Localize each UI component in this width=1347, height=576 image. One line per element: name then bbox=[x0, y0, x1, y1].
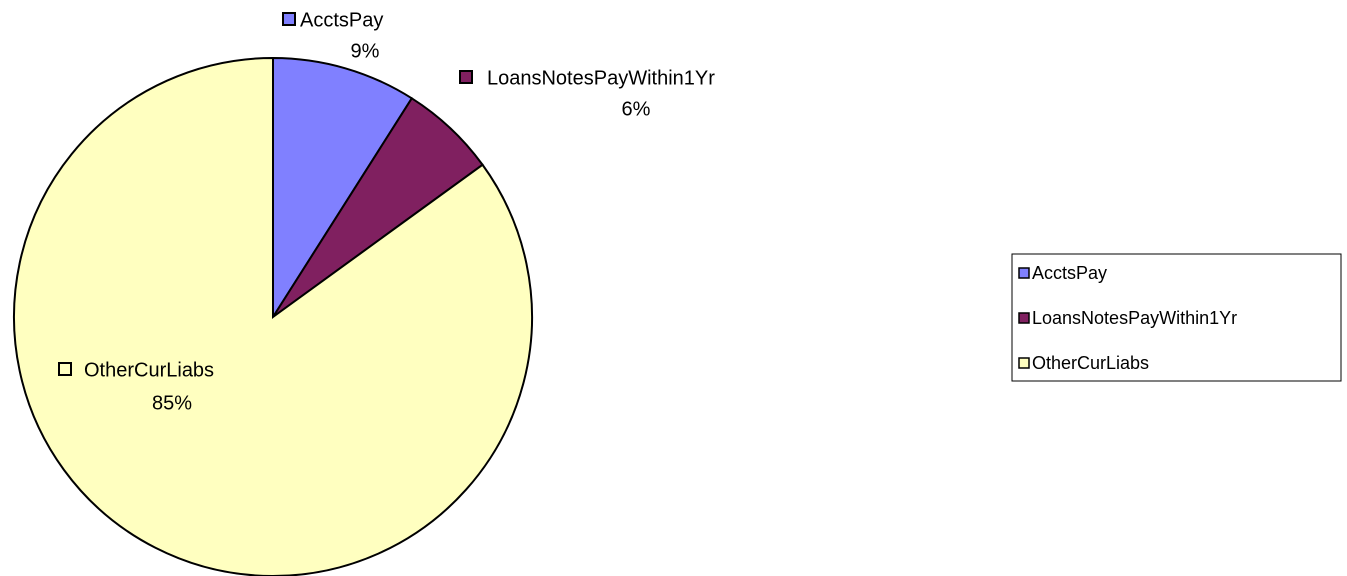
legend-label: AcctsPay bbox=[1032, 263, 1107, 283]
legend-label: LoansNotesPayWithin1Yr bbox=[1032, 308, 1237, 328]
data-label-value: 9% bbox=[351, 40, 380, 62]
data-label-value: 6% bbox=[622, 98, 651, 120]
data-label-name: OtherCurLiabs bbox=[84, 359, 214, 381]
legend-key bbox=[1018, 267, 1030, 279]
legend-box bbox=[1011, 253, 1342, 382]
legend-label: OtherCurLiabs bbox=[1032, 353, 1149, 373]
label-key bbox=[282, 12, 296, 26]
data-label-name: LoansNotesPayWithin1Yr bbox=[487, 67, 715, 89]
label-key bbox=[58, 362, 72, 376]
data-label-value: 85% bbox=[152, 392, 192, 414]
legend-key bbox=[1018, 357, 1030, 369]
data-label-name: AcctsPay bbox=[300, 9, 383, 31]
pie-slice bbox=[13, 56, 533, 576]
legend-key bbox=[1018, 312, 1030, 324]
pie-slice bbox=[272, 56, 414, 321]
label-key bbox=[459, 70, 473, 84]
